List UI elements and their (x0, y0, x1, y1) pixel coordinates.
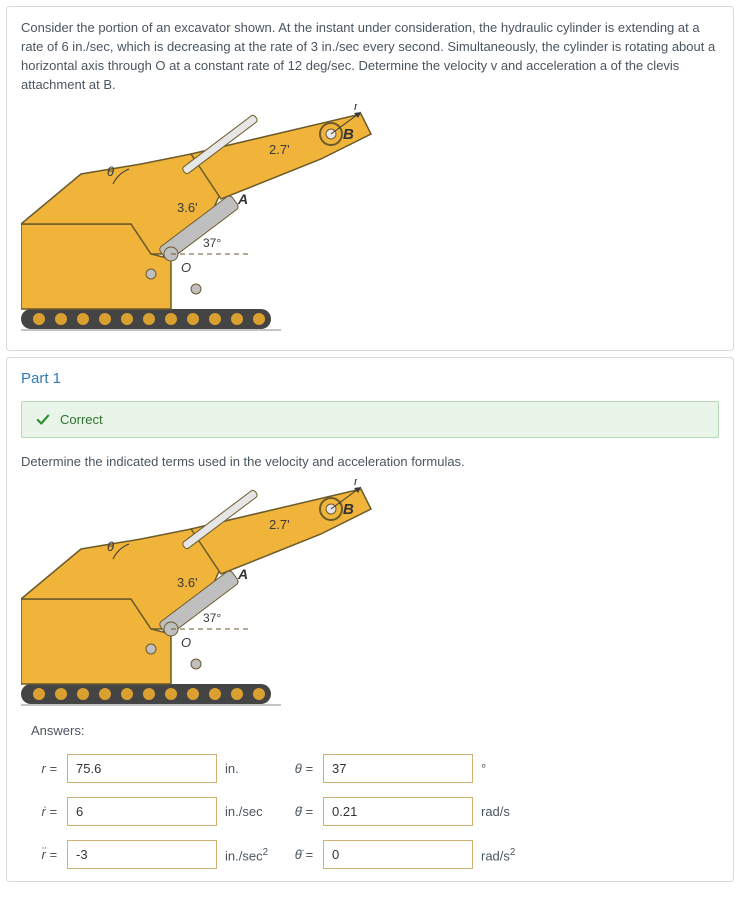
sym-theta: θ = (289, 761, 317, 776)
svg-text:37°: 37° (203, 611, 221, 625)
sym-rdot: ṙ = (35, 804, 61, 819)
unit-thetaddot: rad/s2 (479, 847, 539, 863)
svg-text:A: A (237, 191, 248, 207)
svg-text:3.6': 3.6' (177, 575, 198, 590)
svg-text:B: B (343, 126, 354, 143)
input-theta[interactable] (323, 754, 473, 783)
sym-rddot: r̈ = (35, 847, 61, 862)
sym-thetaddot: θ̈ = (289, 847, 317, 862)
svg-text:O: O (181, 635, 191, 650)
svg-text:O: O (181, 260, 191, 275)
sym-thetadot: θ̇ = (289, 804, 317, 819)
svg-text:θ: θ (107, 539, 114, 554)
problem-figure: θ r 3.6' 2.7' 37° O A B (21, 104, 391, 334)
check-icon (36, 413, 50, 427)
part1-subprompt: Determine the indicated terms used in th… (21, 454, 719, 469)
sym-r: r = (35, 761, 61, 776)
svg-text:3.6': 3.6' (177, 200, 198, 215)
unit-rddot: in./sec2 (223, 847, 283, 863)
svg-text:2.7': 2.7' (269, 517, 290, 532)
unit-thetadot: rad/s (479, 804, 539, 819)
unit-theta: ° (479, 761, 539, 776)
unit-r: in. (223, 761, 283, 776)
problem-panel: Consider the portion of an excavator sho… (6, 6, 734, 351)
input-thetaddot[interactable] (323, 840, 473, 869)
answer-grid: r = in. θ = ° ṙ = in./sec θ̇ = rad/s r̈ … (35, 754, 719, 869)
svg-text:r: r (354, 479, 359, 488)
svg-text:37°: 37° (203, 236, 221, 250)
input-r[interactable] (67, 754, 217, 783)
input-rddot[interactable] (67, 840, 217, 869)
part1-figure: θ r 3.6' 2.7' 37° O A B (21, 479, 391, 709)
unit-rdot: in./sec (223, 804, 283, 819)
answers-label: Answers: (31, 723, 719, 738)
svg-text:θ: θ (107, 164, 114, 179)
feedback-correct: Correct (21, 401, 719, 438)
input-rdot[interactable] (67, 797, 217, 826)
svg-text:A: A (237, 566, 248, 582)
feedback-text: Correct (60, 412, 103, 427)
input-thetadot[interactable] (323, 797, 473, 826)
svg-text:2.7': 2.7' (269, 142, 290, 157)
part1-panel: Part 1 Correct Determine the indicated t… (6, 357, 734, 882)
part1-header: Part 1 (21, 370, 719, 387)
svg-text:B: B (343, 501, 354, 518)
problem-statement: Consider the portion of an excavator sho… (21, 19, 719, 94)
svg-text:r: r (354, 104, 359, 113)
